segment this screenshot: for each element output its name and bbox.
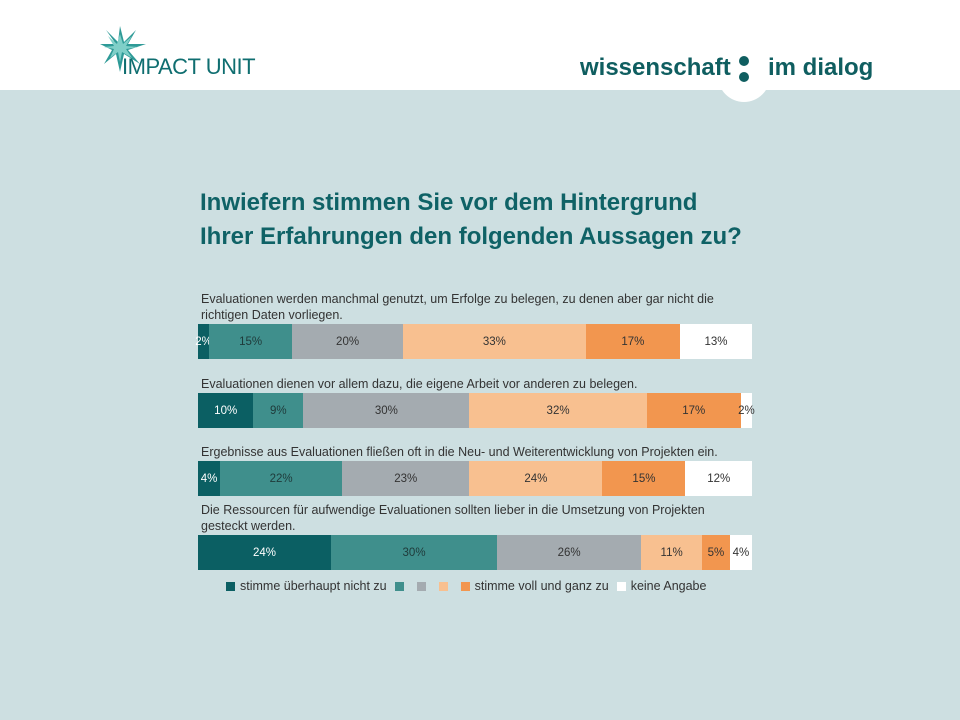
bar-segment-4-6: 4% bbox=[729, 535, 752, 570]
bar-segment-2-6: 2% bbox=[738, 393, 755, 428]
data-label-1-5: 17% bbox=[621, 335, 645, 348]
data-label-4-3: 26% bbox=[557, 546, 581, 559]
logo-colon-dot-bottom bbox=[739, 72, 749, 82]
data-label-4-5: 5% bbox=[707, 546, 725, 559]
impact-unit-logo-text: IMPACT UNIT bbox=[122, 54, 256, 79]
data-label-2-6: 2% bbox=[738, 404, 755, 417]
bar-segment-2-5: 17% bbox=[646, 393, 741, 428]
legend-label-5: stimme voll und ganz zu bbox=[474, 579, 609, 593]
bar-segment-1-3: 20% bbox=[292, 324, 403, 359]
data-label-2-3: 30% bbox=[374, 404, 398, 417]
logo-word-im-dialog: im dialog bbox=[768, 54, 874, 81]
data-label-3-6: 12% bbox=[707, 472, 731, 485]
header: IMPACT UNIT wissenschaft im dialog bbox=[0, 0, 960, 102]
statement-label-3: Ergebnisse aus Evaluationen fließen oft … bbox=[201, 445, 718, 459]
data-label-4-4: 11% bbox=[660, 546, 683, 559]
legend-swatch-4 bbox=[438, 581, 448, 591]
legend-item-1: stimme überhaupt nicht zu bbox=[226, 579, 387, 593]
bar-segment-1-1: 2% bbox=[195, 324, 212, 359]
stacked-bar-1: 2% 15% 20% 33% 17% 13% bbox=[195, 324, 752, 359]
bar-segment-1-4: 33% bbox=[402, 324, 586, 359]
data-label-3-5: 15% bbox=[632, 472, 656, 485]
impact-unit-logo: IMPACT UNIT bbox=[100, 24, 260, 80]
data-label-2-5: 17% bbox=[682, 404, 706, 417]
legend-item-2 bbox=[394, 581, 409, 591]
bar-segment-1-5: 17% bbox=[585, 324, 680, 359]
legend-item-6: keine Angabe bbox=[616, 579, 707, 593]
bar-segment-3-6: 12% bbox=[685, 461, 752, 496]
data-label-3-1: 4% bbox=[200, 472, 218, 485]
bar-segment-3-1: 4% bbox=[198, 461, 221, 496]
logo-colon-bubble bbox=[718, 40, 770, 102]
legend-label-1: stimme überhaupt nicht zu bbox=[240, 579, 387, 593]
legend-label-6: keine Angabe bbox=[630, 579, 707, 593]
bar-segment-4-3: 26% bbox=[497, 535, 642, 570]
bar-segment-4-1: 24% bbox=[198, 535, 331, 570]
bar-segment-2-2: 9% bbox=[253, 393, 304, 428]
legend-item-4 bbox=[438, 581, 453, 591]
chart-legend: stimme überhaupt nicht zu stimme voll und… bbox=[226, 579, 714, 593]
chart-title-line-1: Inwiefern stimmen Sie vor dem Hintergrun… bbox=[200, 189, 698, 216]
data-label-3-4: 24% bbox=[524, 472, 548, 485]
bar-segment-2-4: 32% bbox=[469, 393, 647, 428]
bar-segment-4-4: 11% bbox=[641, 535, 703, 570]
bar-segment-3-5: 15% bbox=[602, 461, 686, 496]
statement-label-4: Die Ressourcen für aufwendige Evaluation… bbox=[201, 503, 705, 533]
legend-swatch-5 bbox=[460, 581, 470, 591]
bar-segment-1-6: 13% bbox=[679, 324, 752, 359]
star-icon bbox=[100, 26, 146, 72]
legend-item-3 bbox=[416, 581, 431, 591]
data-label-2-1: 10% bbox=[214, 404, 238, 417]
data-label-4-2: 30% bbox=[402, 546, 426, 559]
stacked-bar-4: 24% 30% 26% 11% 5% 4% bbox=[198, 535, 752, 570]
chart-title-line-2: Ihrer Erfahrungen den folgenden Aussagen… bbox=[200, 223, 742, 250]
legend-item-5: stimme voll und ganz zu bbox=[460, 579, 609, 593]
legend-swatch-3 bbox=[416, 581, 426, 591]
legend-swatch-2 bbox=[394, 581, 404, 591]
data-label-3-2: 22% bbox=[269, 472, 293, 485]
stacked-bar-2: 10% 9% 30% 32% 17% 2% bbox=[198, 393, 755, 428]
bar-segment-1-2: 15% bbox=[209, 324, 293, 359]
bar-segment-3-4: 24% bbox=[469, 461, 603, 496]
legend-swatch-6 bbox=[616, 581, 626, 591]
bar-segment-2-3: 30% bbox=[303, 393, 470, 428]
statement-label-1: Evaluationen werden manchmal genutzt, um… bbox=[201, 292, 714, 322]
data-label-1-6: 13% bbox=[704, 335, 728, 348]
logo-colon-dot-top bbox=[739, 56, 749, 66]
chart-title: Inwiefern stimmen Sie vor dem Hintergrun… bbox=[200, 186, 820, 254]
data-label-2-2: 9% bbox=[270, 404, 287, 417]
logo-word-wissenschaft: wissenschaft bbox=[580, 54, 731, 81]
data-label-1-3: 20% bbox=[336, 335, 360, 348]
stacked-bar-3: 4% 22% 23% 24% 15% 12% bbox=[198, 461, 752, 496]
data-label-1-1: 2% bbox=[195, 335, 212, 348]
data-label-2-4: 32% bbox=[546, 404, 570, 417]
bar-segment-4-2: 30% bbox=[330, 535, 498, 570]
data-label-1-2: 15% bbox=[239, 335, 263, 348]
data-label-4-1: 24% bbox=[252, 546, 276, 559]
bar-segment-2-1: 10% bbox=[198, 393, 254, 428]
data-label-3-3: 23% bbox=[394, 472, 418, 485]
bar-segment-4-5: 5% bbox=[702, 535, 730, 570]
bar-segment-3-3: 23% bbox=[342, 461, 470, 496]
legend-swatch-1 bbox=[226, 581, 235, 591]
bar-segment-3-2: 22% bbox=[220, 461, 343, 496]
data-label-1-4: 33% bbox=[482, 335, 506, 348]
data-label-4-6: 4% bbox=[732, 546, 750, 559]
statement-label-2: Evaluationen dienen vor allem dazu, die … bbox=[201, 377, 638, 391]
